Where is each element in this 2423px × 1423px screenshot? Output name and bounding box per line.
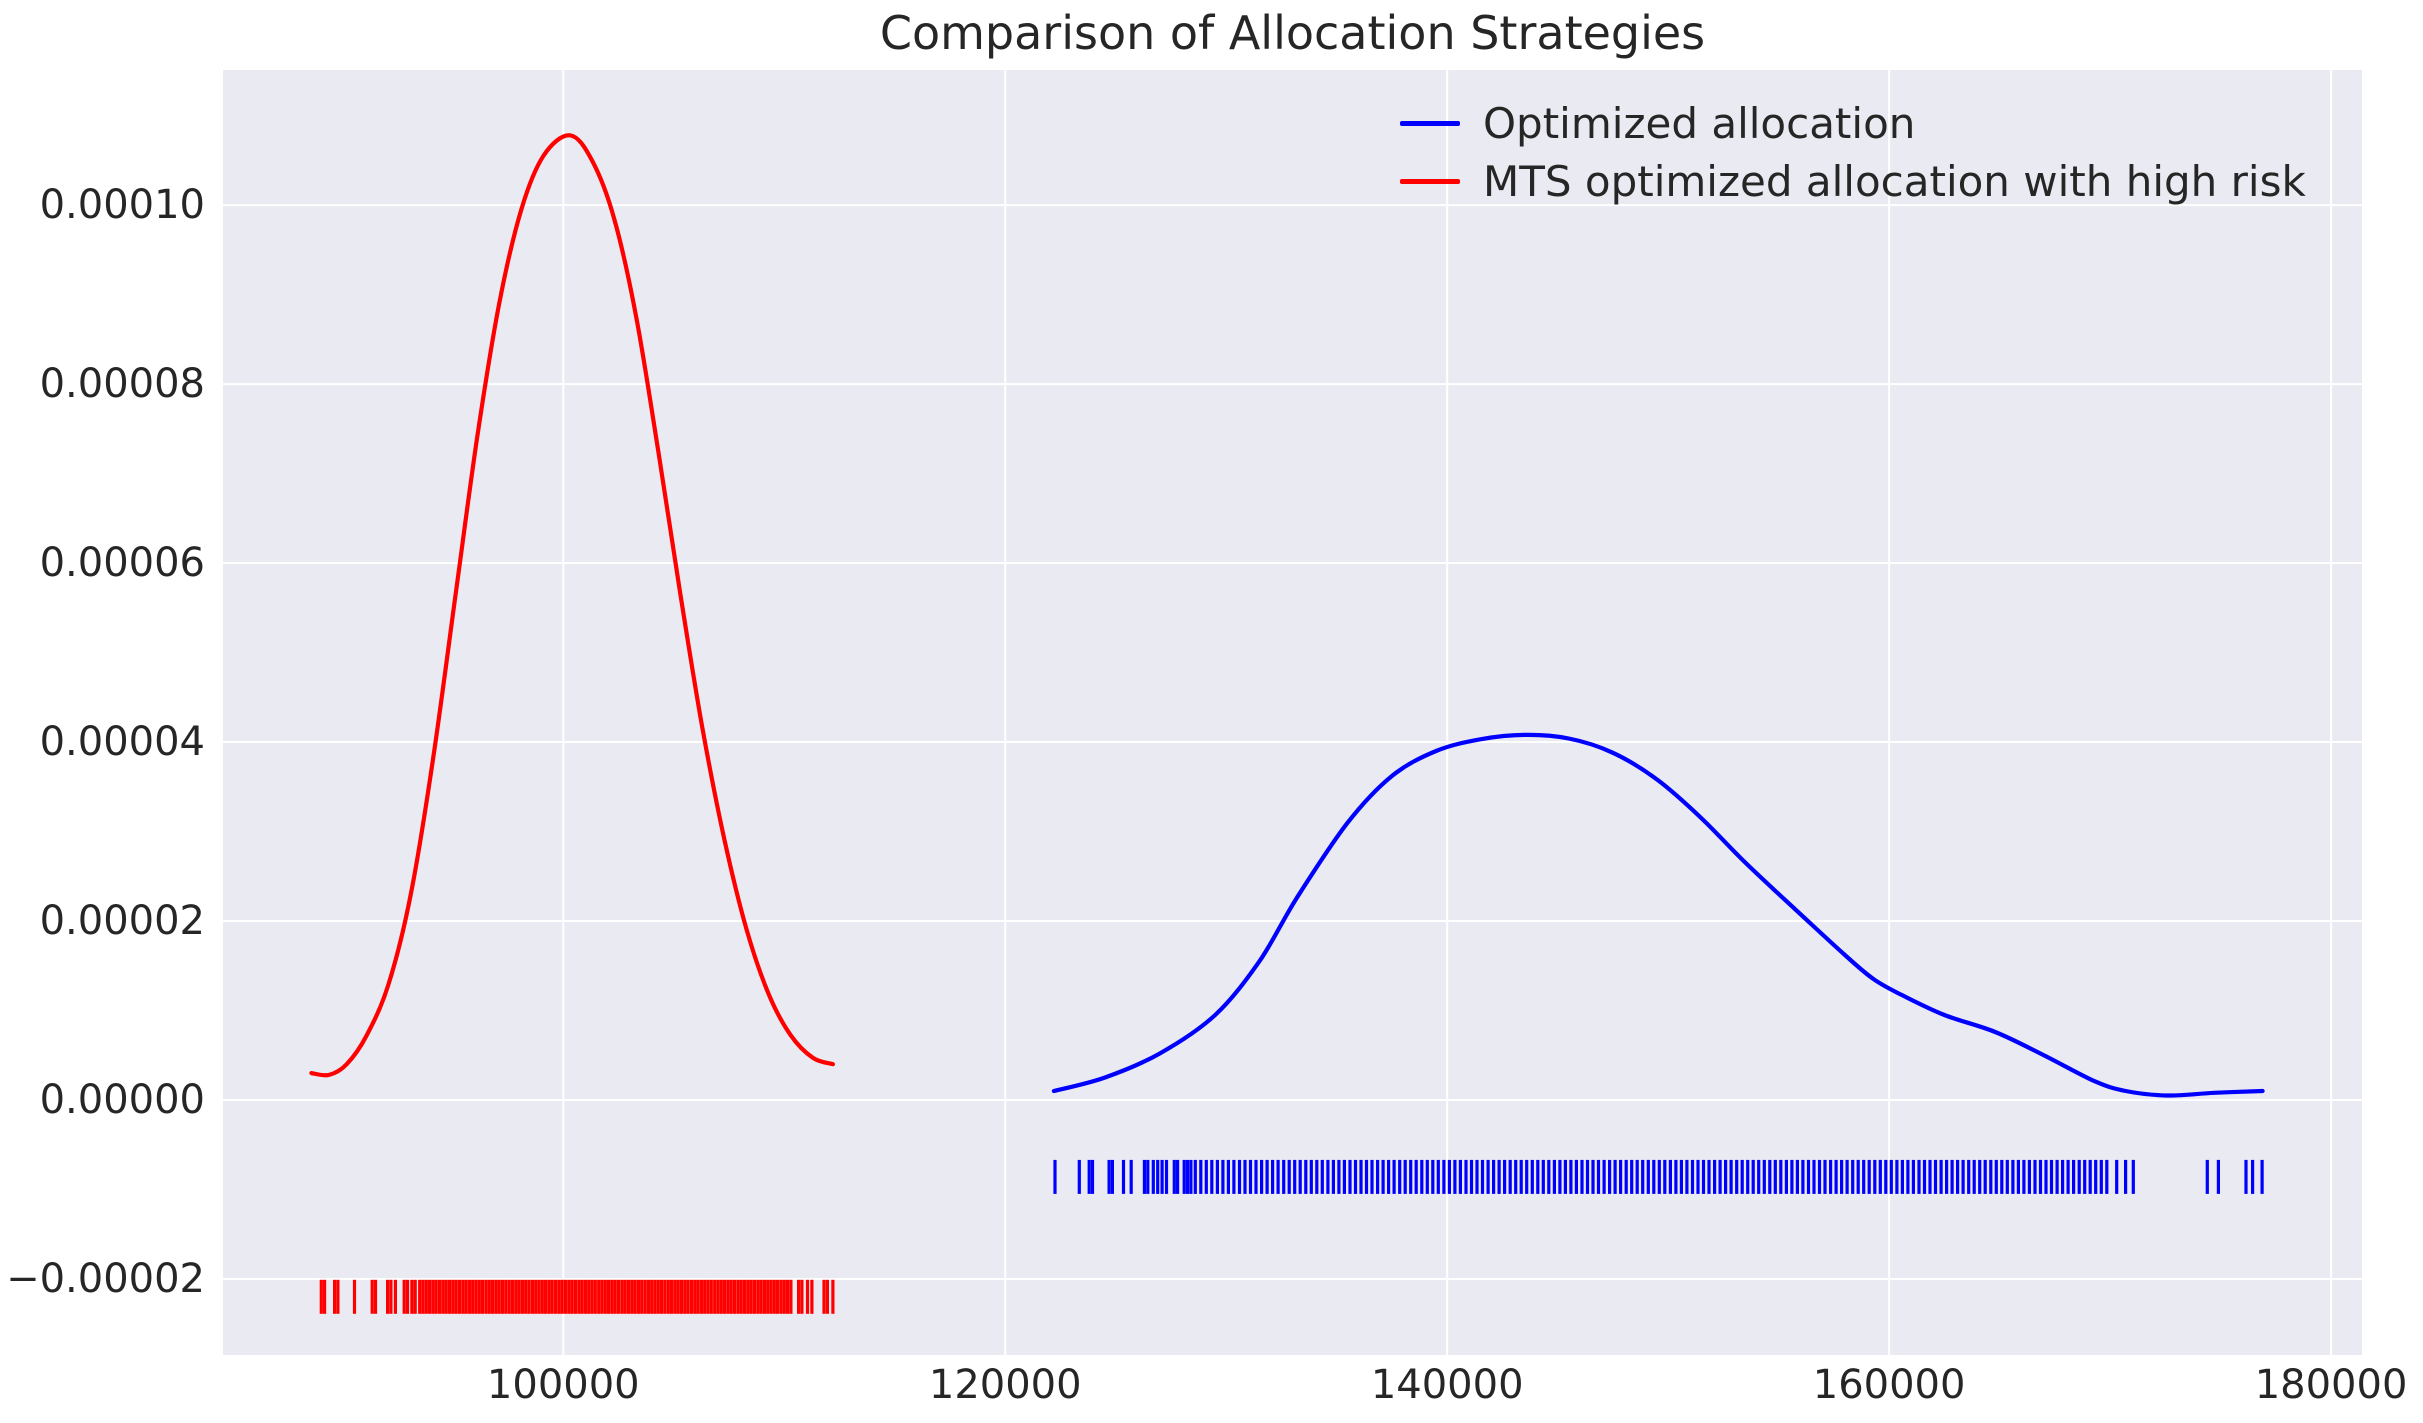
x-tick-label: 140000 [1370, 1362, 1524, 1408]
legend-item-mts-optimized-allocation: MTS optimized allocation with high risk [1400, 152, 2306, 210]
legend-label: Optimized allocation [1483, 98, 1916, 148]
y-tick-label: 0.00010 [39, 182, 205, 229]
x-tick-label: 100000 [486, 1362, 640, 1408]
y-tick-label: 0.00000 [39, 1076, 205, 1123]
legend-item-optimized-allocation: Optimized allocation [1400, 94, 2306, 152]
y-tick-label: 0.00008 [39, 361, 205, 408]
legend-label: MTS optimized allocation with high risk [1483, 156, 2306, 206]
kde-curve [309, 133, 835, 1078]
x-tick-label: 120000 [928, 1362, 1082, 1408]
x-tick-label: 180000 [2254, 1362, 2408, 1408]
legend: Optimized allocation MTS optimized alloc… [1400, 94, 2306, 210]
legend-line-icon [1400, 120, 1460, 126]
legend-line-icon [1400, 178, 1460, 184]
gridlines [223, 70, 2362, 1355]
y-tick-label: 0.00002 [39, 897, 205, 944]
plot-background [223, 70, 2362, 1355]
rug-marks [1053, 1159, 2264, 1194]
chart-title: Comparison of Allocation Strategies [879, 6, 1706, 60]
kde-curve [1051, 732, 2265, 1098]
x-tick-label: 160000 [1812, 1362, 1966, 1408]
y-tick-label: −0.00002 [6, 1255, 205, 1302]
y-tick-label: 0.00004 [39, 719, 205, 766]
y-tick-label: 0.00006 [39, 540, 205, 587]
rug-marks [319, 1279, 835, 1314]
